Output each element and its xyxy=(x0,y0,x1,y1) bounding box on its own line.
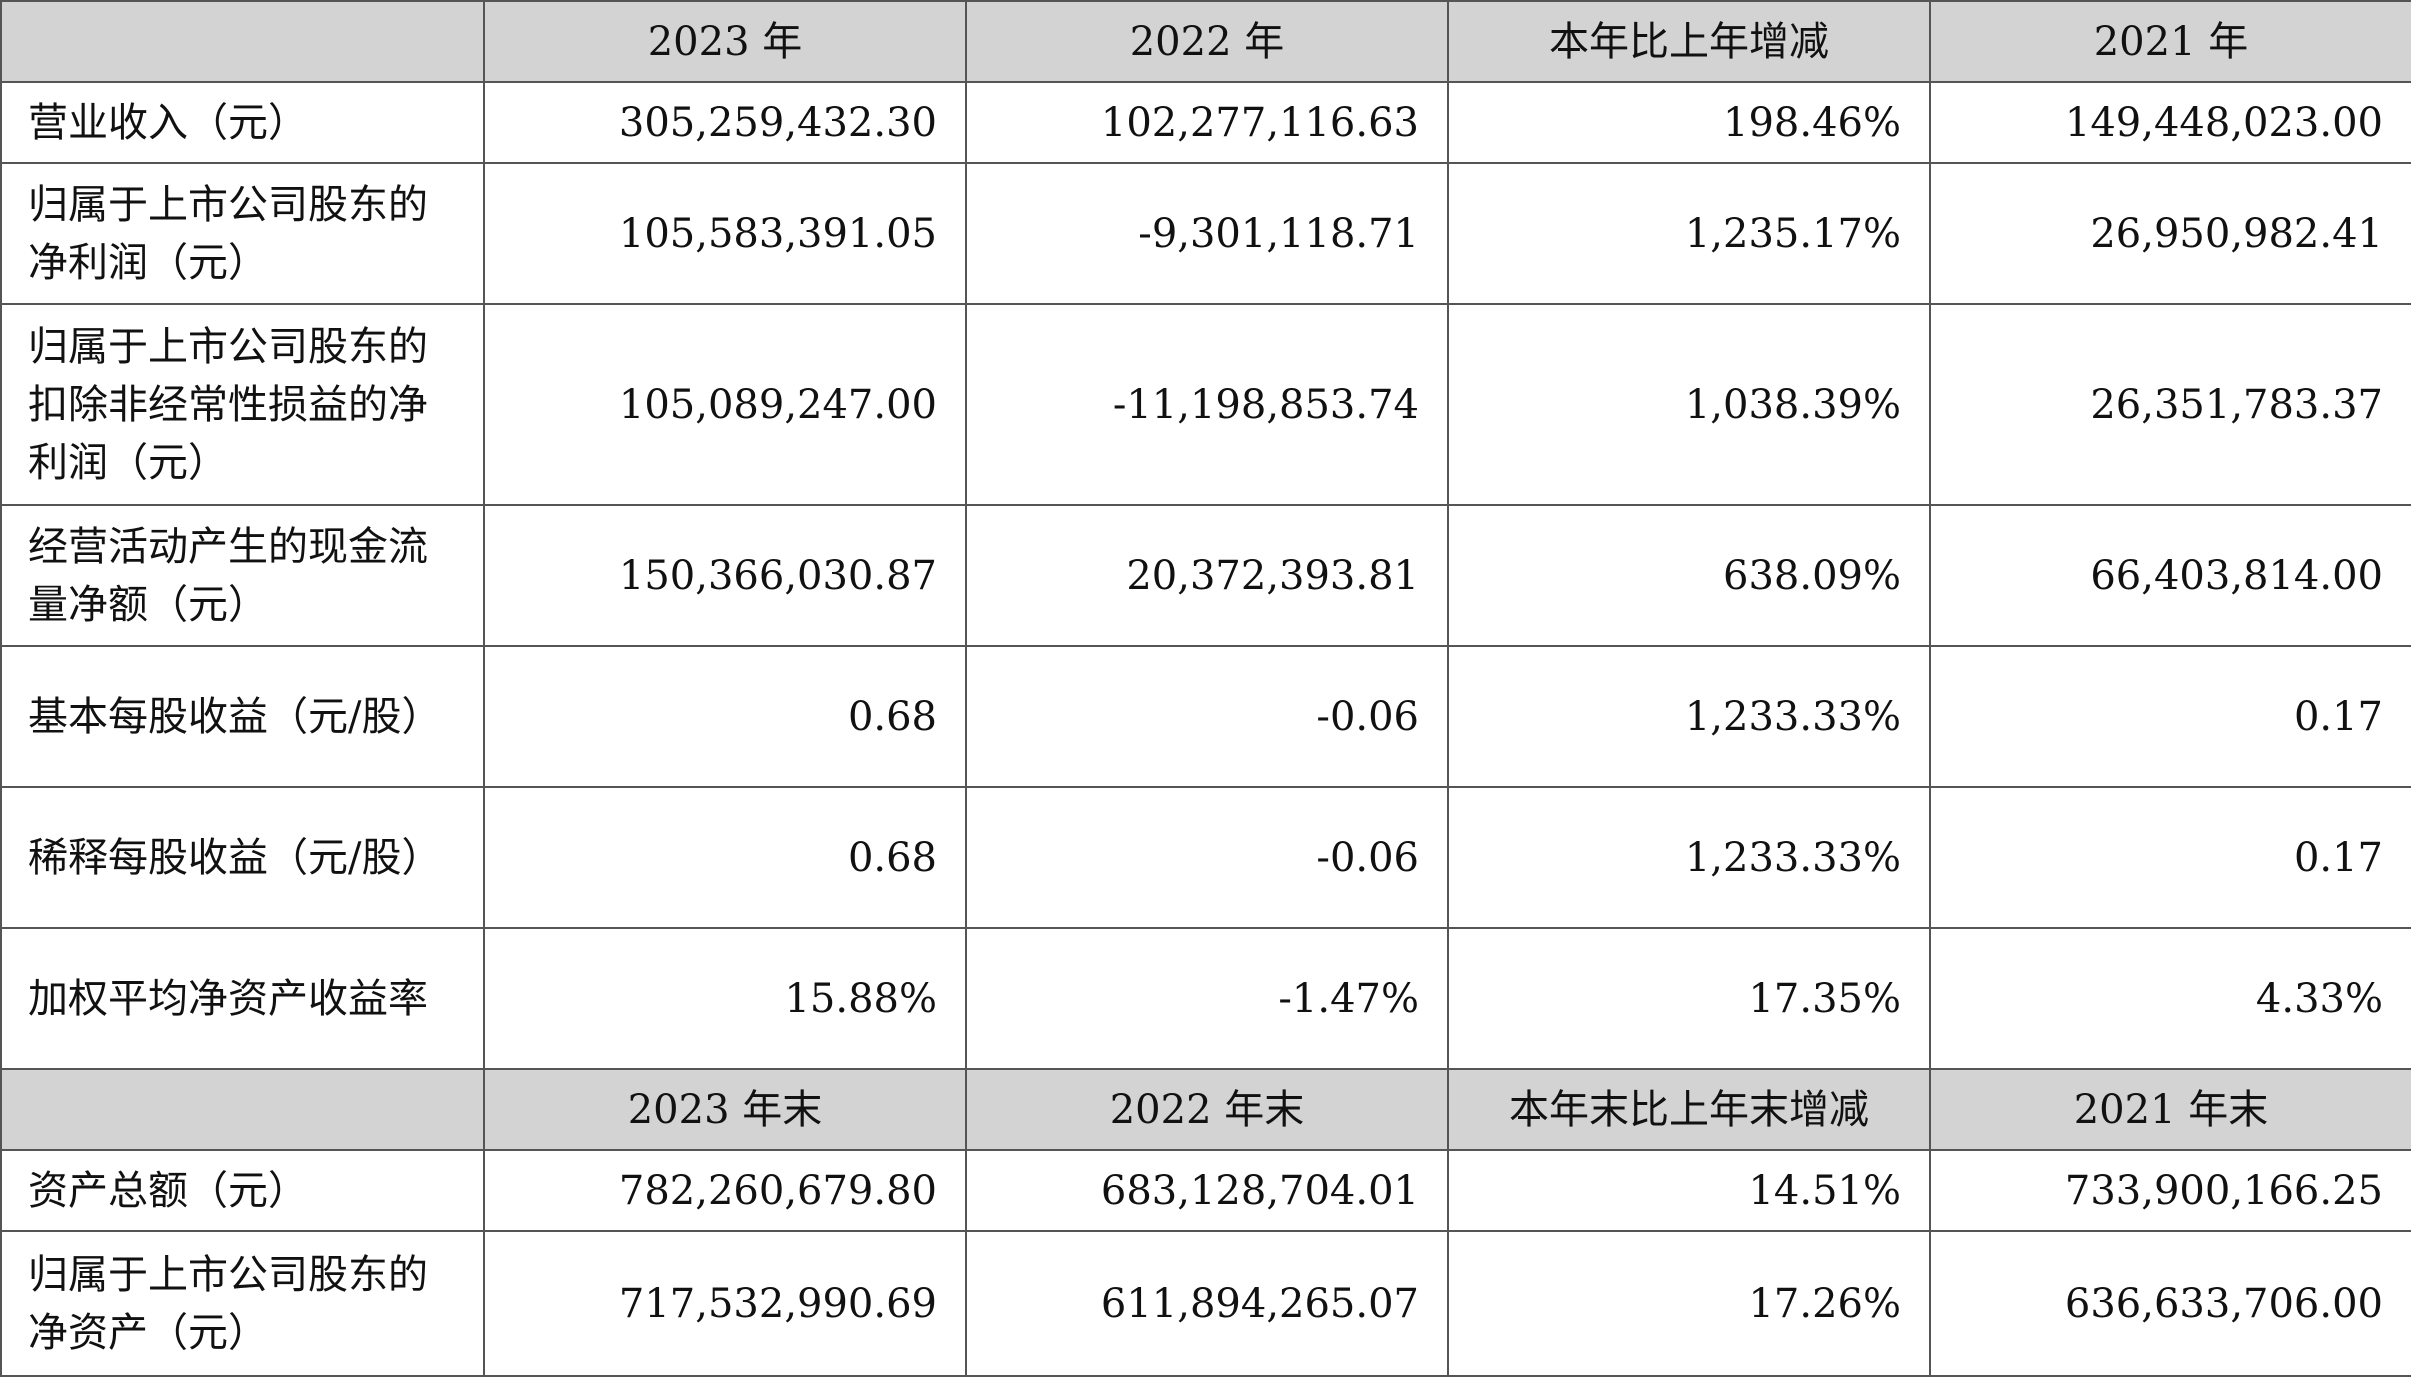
table-row: 资产总额（元） 782,260,679.80 683,128,704.01 14… xyxy=(0,1149,2411,1232)
cell-2022: 683,128,704.01 xyxy=(965,1149,1449,1232)
cell-2022: 102,277,116.63 xyxy=(965,81,1449,164)
row-label: 资产总额（元） xyxy=(0,1149,485,1232)
cell-2021: 0.17 xyxy=(1929,645,2411,788)
header-2022-end: 2022 年末 xyxy=(965,1068,1449,1151)
cell-2022: -1.47% xyxy=(965,927,1449,1070)
cell-2023: 717,532,990.69 xyxy=(483,1230,967,1377)
table-row: 基本每股收益（元/股） 0.68 -0.06 1,233.33% 0.17 xyxy=(0,645,2411,788)
cell-2023: 782,260,679.80 xyxy=(483,1149,967,1232)
table-row: 经营活动产生的现金流量净额（元） 150,366,030.87 20,372,3… xyxy=(0,504,2411,647)
cell-2022: -0.06 xyxy=(965,786,1449,929)
table-row: 归属于上市公司股东的净资产（元） 717,532,990.69 611,894,… xyxy=(0,1230,2411,1377)
header-2023: 2023 年 xyxy=(483,0,967,83)
row-label: 归属于上市公司股东的扣除非经常性损益的净利润（元） xyxy=(0,303,485,506)
header-blank-cell xyxy=(0,0,485,83)
cell-2022: 20,372,393.81 xyxy=(965,504,1449,647)
cell-change: 1,235.17% xyxy=(1447,162,1931,305)
row-label: 营业收入（元） xyxy=(0,81,485,164)
cell-2023: 15.88% xyxy=(483,927,967,1070)
cell-2021: 26,351,783.37 xyxy=(1929,303,2411,506)
table-row: 归属于上市公司股东的净利润（元） 105,583,391.05 -9,301,1… xyxy=(0,162,2411,305)
cell-2023: 0.68 xyxy=(483,645,967,788)
header-blank-cell xyxy=(0,1068,485,1151)
cell-change: 17.35% xyxy=(1447,927,1931,1070)
header-row-annual: 2023 年 2022 年 本年比上年增减 2021 年 xyxy=(0,0,2411,83)
cell-2023: 105,583,391.05 xyxy=(483,162,967,305)
table-row: 稀释每股收益（元/股） 0.68 -0.06 1,233.33% 0.17 xyxy=(0,786,2411,929)
cell-2021: 733,900,166.25 xyxy=(1929,1149,2411,1232)
cell-change: 17.26% xyxy=(1447,1230,1931,1377)
table-row: 营业收入（元） 305,259,432.30 102,277,116.63 19… xyxy=(0,81,2411,164)
cell-2022: -9,301,118.71 xyxy=(965,162,1449,305)
cell-change: 1,038.39% xyxy=(1447,303,1931,506)
header-change: 本年比上年增减 xyxy=(1447,0,1931,83)
cell-2022: -0.06 xyxy=(965,645,1449,788)
header-2021: 2021 年 xyxy=(1929,0,2411,83)
row-label: 基本每股收益（元/股） xyxy=(0,645,485,788)
cell-change: 14.51% xyxy=(1447,1149,1931,1232)
row-label: 加权平均净资产收益率 xyxy=(0,927,485,1070)
cell-2023: 105,089,247.00 xyxy=(483,303,967,506)
cell-2021: 66,403,814.00 xyxy=(1929,504,2411,647)
cell-2023: 0.68 xyxy=(483,786,967,929)
cell-2023: 305,259,432.30 xyxy=(483,81,967,164)
cell-2021: 26,950,982.41 xyxy=(1929,162,2411,305)
header-2023-end: 2023 年末 xyxy=(483,1068,967,1151)
cell-2021: 4.33% xyxy=(1929,927,2411,1070)
cell-change: 1,233.33% xyxy=(1447,645,1931,788)
header-2021-end: 2021 年末 xyxy=(1929,1068,2411,1151)
cell-change: 198.46% xyxy=(1447,81,1931,164)
cell-2022: 611,894,265.07 xyxy=(965,1230,1449,1377)
header-change-end: 本年末比上年末增减 xyxy=(1447,1068,1931,1151)
table-row: 加权平均净资产收益率 15.88% -1.47% 17.35% 4.33% xyxy=(0,927,2411,1070)
cell-2022: -11,198,853.74 xyxy=(965,303,1449,506)
cell-change: 638.09% xyxy=(1447,504,1931,647)
row-label: 归属于上市公司股东的净利润（元） xyxy=(0,162,485,305)
cell-2021: 636,633,706.00 xyxy=(1929,1230,2411,1377)
header-row-year-end: 2023 年末 2022 年末 本年末比上年末增减 2021 年末 xyxy=(0,1068,2411,1151)
row-label: 经营活动产生的现金流量净额（元） xyxy=(0,504,485,647)
cell-change: 1,233.33% xyxy=(1447,786,1931,929)
cell-2021: 149,448,023.00 xyxy=(1929,81,2411,164)
row-label: 归属于上市公司股东的净资产（元） xyxy=(0,1230,485,1377)
row-label: 稀释每股收益（元/股） xyxy=(0,786,485,929)
header-2022: 2022 年 xyxy=(965,0,1449,83)
cell-2023: 150,366,030.87 xyxy=(483,504,967,647)
table-row: 归属于上市公司股东的扣除非经常性损益的净利润（元） 105,089,247.00… xyxy=(0,303,2411,506)
cell-2021: 0.17 xyxy=(1929,786,2411,929)
